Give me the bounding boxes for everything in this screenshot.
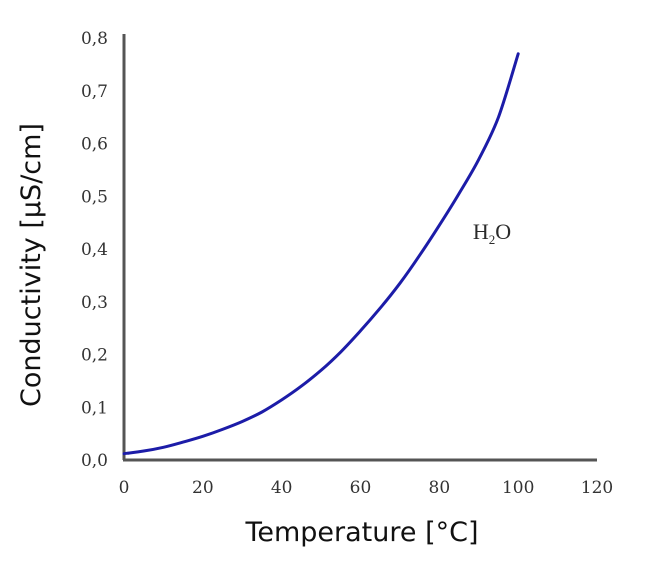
y-tick-label: 0,3 xyxy=(81,293,108,313)
x-tick-label: 80 xyxy=(429,478,451,498)
y-tick-label: 0,7 xyxy=(81,82,108,102)
y-tick-label: 0,4 xyxy=(81,240,108,260)
y-tick-label: 0,0 xyxy=(81,451,108,471)
x-tick-label: 20 xyxy=(192,478,214,498)
series-group xyxy=(122,52,520,456)
y-axis-title: Conductivity [µS/cm] xyxy=(16,123,47,407)
series-label-h2o: H2O xyxy=(473,219,511,247)
x-axis-title: Temperature [°C] xyxy=(244,517,478,548)
y-tick-labels: 0,0 0,1 0,2 0,3 0,4 0,5 0,6 0,7 0,8 xyxy=(81,29,108,471)
x-tick-label: 60 xyxy=(350,478,372,498)
x-tick-labels: 0 20 40 60 80 100 120 xyxy=(119,478,614,498)
y-tick-label: 0,1 xyxy=(81,398,108,418)
y-tick-label: 0,8 xyxy=(81,29,108,49)
x-tick-label: 0 xyxy=(119,478,130,498)
x-tick-label: 100 xyxy=(502,478,534,498)
axes xyxy=(122,34,597,462)
x-tick-label: 120 xyxy=(581,478,613,498)
x-tick-label: 40 xyxy=(271,478,293,498)
y-tick-label: 0,5 xyxy=(81,187,108,207)
y-tick-label: 0,2 xyxy=(81,346,108,366)
y-tick-label: 0,6 xyxy=(81,135,108,155)
series-line-h2o xyxy=(122,52,520,456)
